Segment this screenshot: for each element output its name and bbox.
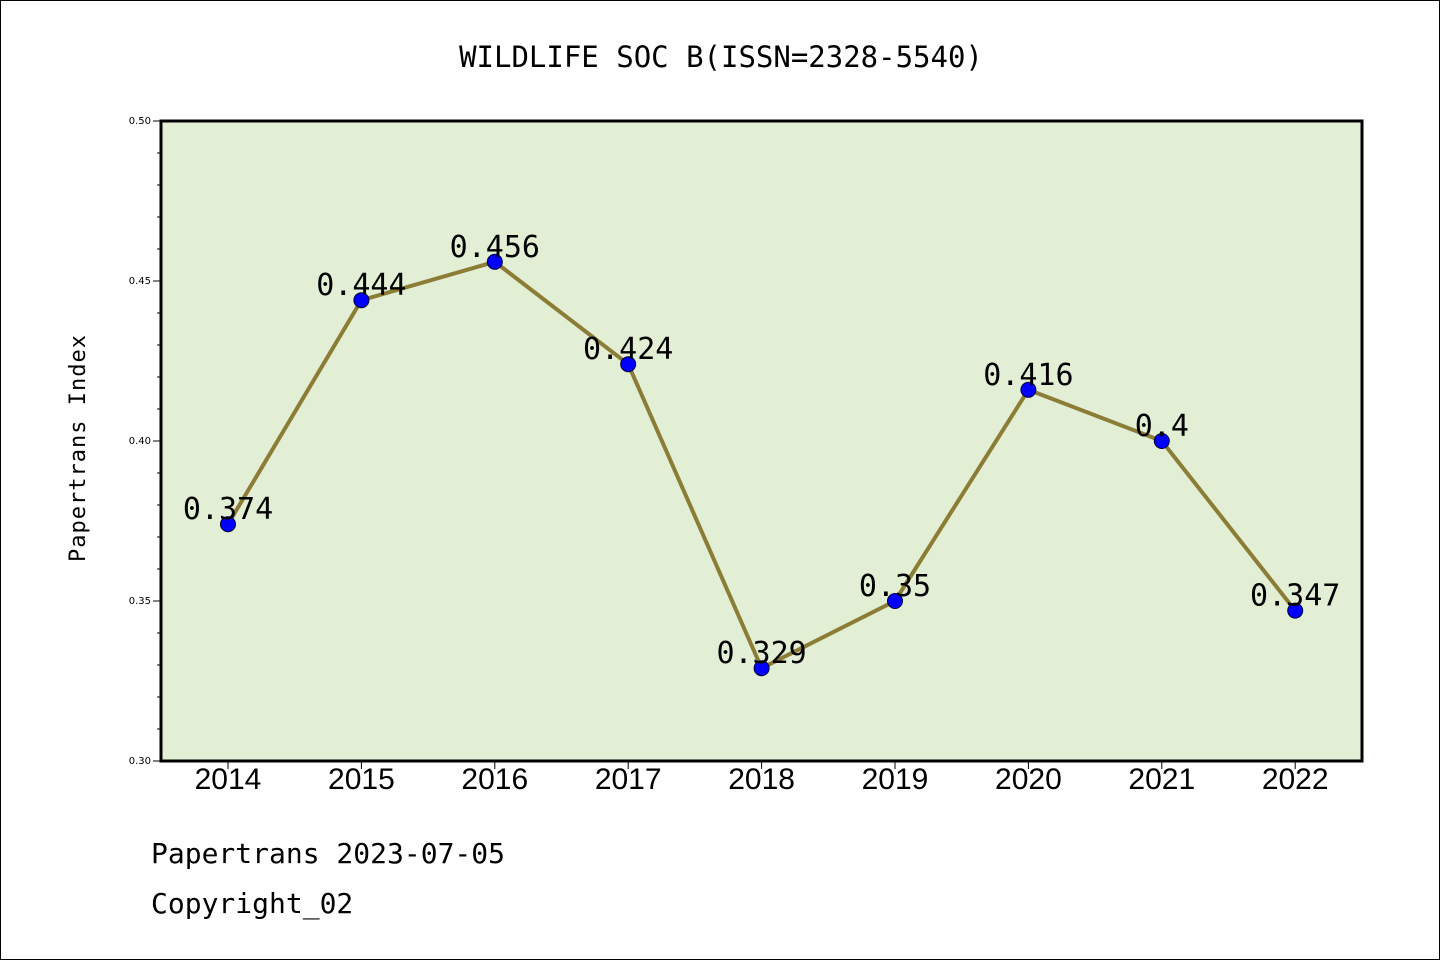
x-tick-label: 2022	[1262, 763, 1329, 796]
y-tick-label: 0.30	[129, 756, 151, 767]
data-point-2018	[753, 660, 770, 677]
data-point-2017	[620, 356, 637, 373]
plot-border	[159, 119, 1364, 763]
x-tick-label: 2014	[195, 763, 262, 796]
y-tick-label: 0.35	[129, 596, 151, 607]
data-point-2016	[486, 253, 503, 270]
y-axis-label: Papertrans Index	[66, 334, 91, 562]
data-label-2019: 0.35	[859, 569, 931, 604]
x-tick-label: 2017	[595, 763, 662, 796]
data-labels: 0.374 0.444 0.456 0.424 0.329 0.35 0.416 0.4 0.3…	[183, 230, 1341, 671]
data-label-2015: 0.444	[316, 268, 406, 303]
y-axis: 0.30 0.35 0.40 0.45 0.50	[129, 116, 161, 767]
data-point-2022	[1287, 602, 1304, 619]
footer-copyright: Copyright_02	[151, 887, 354, 920]
y-tick-label: 0.50	[129, 116, 151, 127]
chart-title: WILDLIFE SOC B(ISSN=2328-5540)	[459, 40, 983, 74]
x-tick-label: 2019	[862, 763, 929, 796]
y-tick-label: 0.45	[129, 276, 151, 287]
x-tick-label: 2018	[728, 763, 795, 796]
data-point-2014	[220, 516, 236, 533]
data-point-2019	[887, 593, 903, 609]
x-tick-label: 2020	[995, 763, 1062, 796]
series-layer	[220, 253, 1304, 677]
data-label-2021: 0.4	[1135, 409, 1189, 444]
x-tick-label: 2021	[1128, 763, 1195, 796]
data-label-2022: 0.347	[1250, 579, 1340, 614]
data-label-2016: 0.456	[450, 230, 540, 265]
data-point-2021	[1153, 433, 1170, 449]
data-label-2014: 0.374	[183, 492, 273, 527]
x-tick-label: 2015	[328, 763, 395, 796]
data-label-2020: 0.416	[983, 358, 1073, 393]
footer-source-date: Papertrans 2023-07-05	[151, 837, 506, 870]
data-point-2020	[1020, 381, 1037, 398]
data-point-2015	[353, 292, 370, 309]
data-label-2018: 0.329	[716, 636, 806, 671]
x-axis: 2014 2015 2016 2017 2018 2019 2020 2021 2022	[195, 761, 1329, 796]
x-tick-label: 2016	[461, 763, 528, 796]
data-label-2017: 0.424	[583, 332, 673, 367]
y-tick-label: 0.40	[129, 436, 151, 447]
